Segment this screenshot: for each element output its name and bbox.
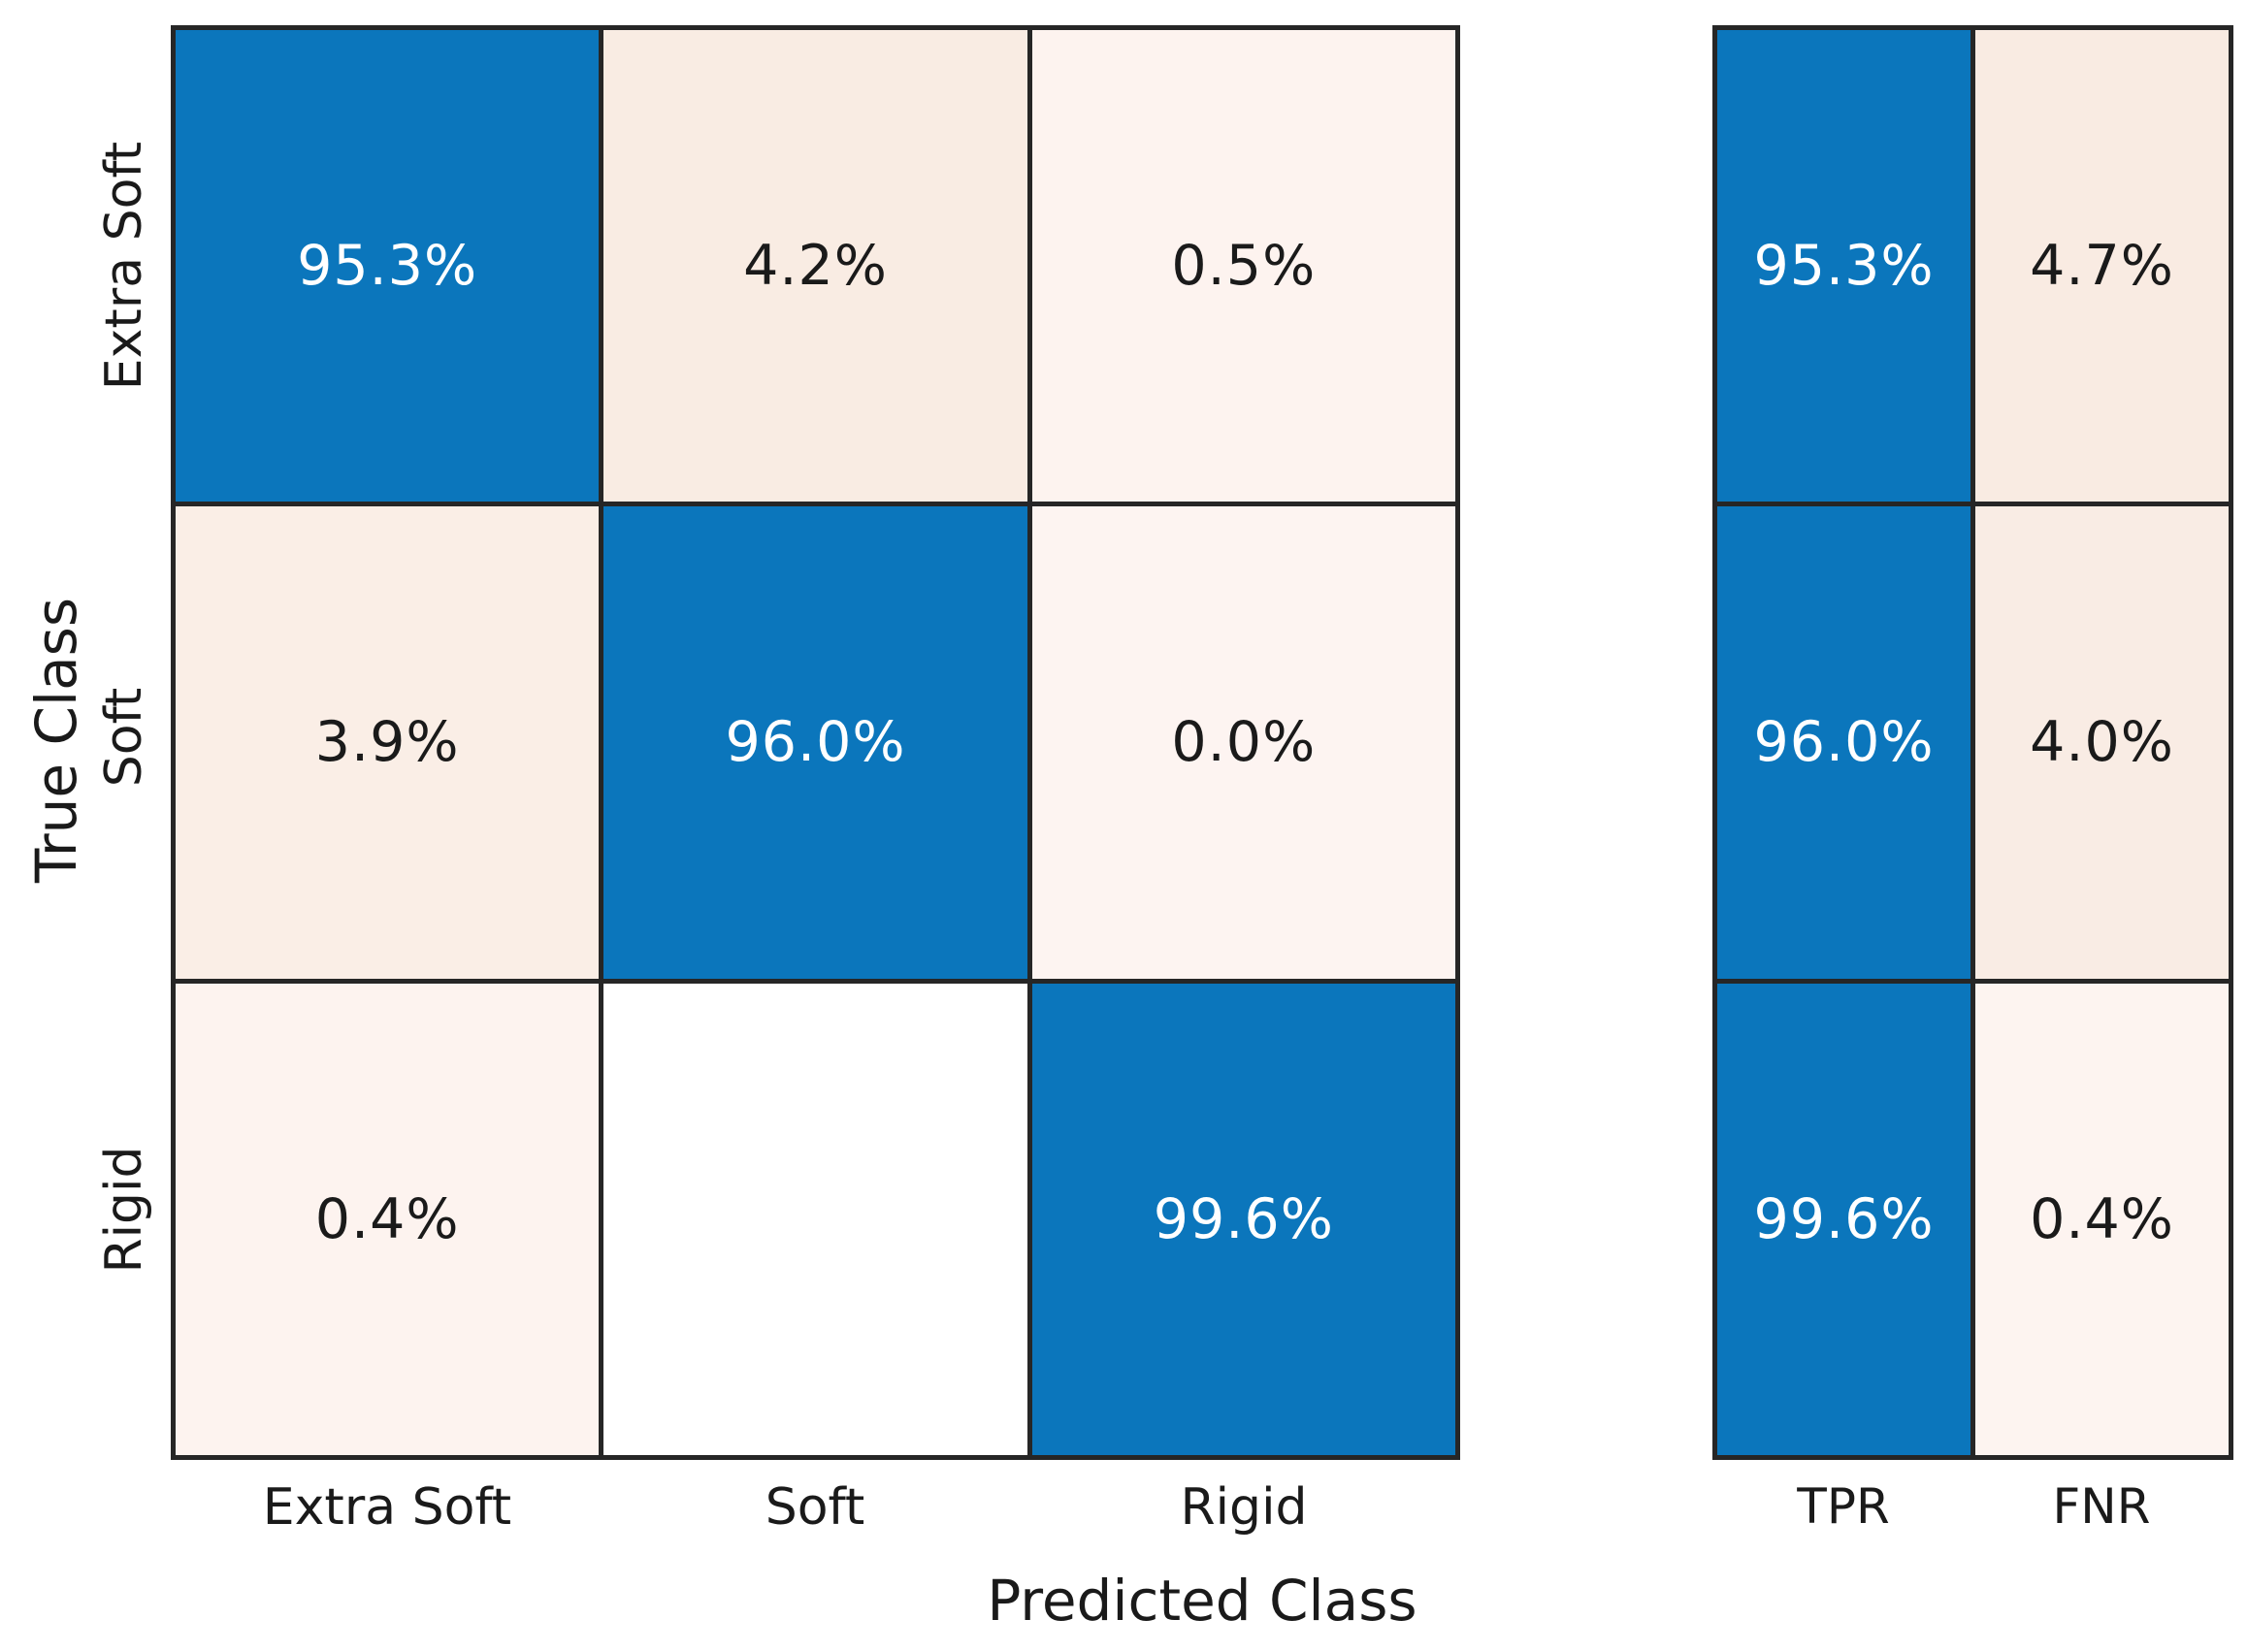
matrix-cell bbox=[603, 983, 1027, 1455]
x-tick-label-tpr: TPR bbox=[1797, 1478, 1890, 1535]
summary-cell: 0.4% bbox=[1975, 983, 2229, 1455]
matrix-cell: 0.4% bbox=[176, 983, 600, 1455]
x-tick-label: Extra Soft bbox=[262, 1478, 512, 1537]
summary-cell: 96.0% bbox=[1717, 506, 1970, 979]
y-tick-label: Soft bbox=[95, 687, 153, 788]
matrix-cell: 3.9% bbox=[176, 506, 600, 979]
x-tick-label-fnr: FNR bbox=[2052, 1478, 2151, 1535]
x-axis-label: Predicted Class bbox=[987, 1568, 1417, 1634]
tpr-fnr-summary-grid: 95.3% 4.7% 96.0% 4.0% 99.6% 0.4% bbox=[1712, 25, 2233, 1460]
summary-cell: 4.7% bbox=[1975, 30, 2229, 502]
matrix-cell: 99.6% bbox=[1031, 983, 1455, 1455]
confusion-matrix-grid: 95.3% 4.2% 0.5% 3.9% 96.0% 0.0% 0.4% 99.… bbox=[171, 25, 1460, 1460]
matrix-cell: 96.0% bbox=[603, 506, 1027, 979]
summary-cell: 4.0% bbox=[1975, 506, 2229, 979]
x-tick-label: Soft bbox=[765, 1478, 865, 1537]
matrix-cell: 0.5% bbox=[1031, 30, 1455, 502]
matrix-cell: 4.2% bbox=[603, 30, 1027, 502]
matrix-cell: 95.3% bbox=[176, 30, 600, 502]
y-tick-label: Rigid bbox=[95, 1146, 153, 1274]
summary-cell: 99.6% bbox=[1717, 983, 1970, 1455]
y-axis-label: True Class bbox=[23, 597, 89, 884]
x-tick-label: Rigid bbox=[1180, 1478, 1308, 1537]
y-tick-label: Extra Soft bbox=[95, 141, 153, 391]
summary-cell: 95.3% bbox=[1717, 30, 1970, 502]
matrix-cell: 0.0% bbox=[1031, 506, 1455, 979]
